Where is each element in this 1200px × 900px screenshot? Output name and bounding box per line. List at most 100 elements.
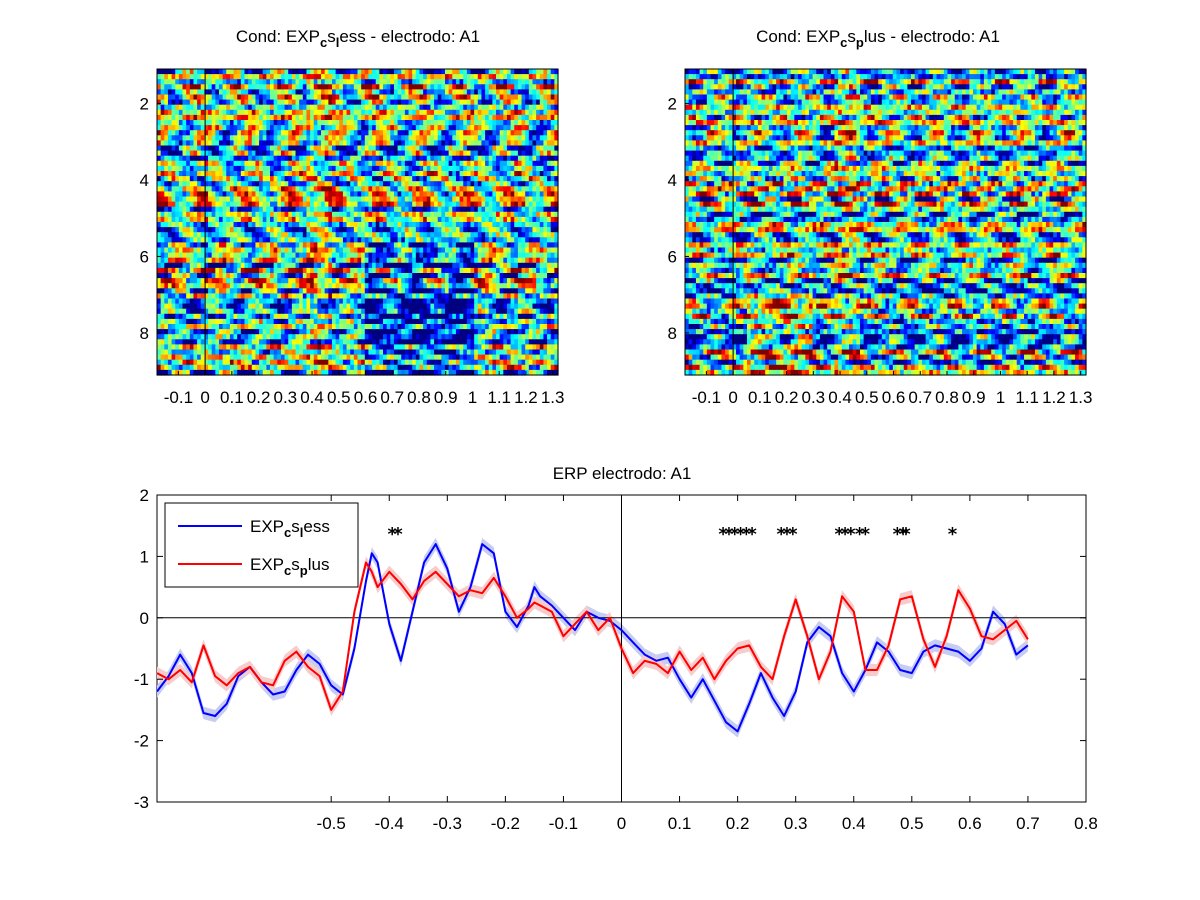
heatmap-cell: [415, 211, 421, 218]
heatmap-cell: [189, 257, 195, 264]
heatmap-cell: [193, 176, 198, 182]
heatmap-cell: [357, 257, 362, 264]
heatmap-cell: [397, 171, 402, 177]
heatmap-cell: [383, 135, 388, 141]
heatmap-cell: [204, 283, 209, 289]
heatmap-cell: [331, 237, 337, 243]
heatmap-cell: [222, 186, 227, 192]
heatmap-cell: [364, 283, 370, 289]
heatmap-cell: [554, 237, 559, 243]
heatmap-cell: [306, 247, 311, 254]
heatmap-cell: [284, 267, 289, 274]
heatmap-cell: [211, 252, 216, 259]
heatmap-cell: [386, 191, 391, 198]
heatmap-cell: [554, 247, 559, 254]
heatmap-cell: [452, 247, 457, 254]
heatmap-cell: [485, 94, 490, 101]
heatmap-cell: [259, 222, 264, 228]
heatmap-cell: [331, 165, 337, 172]
heatmap-cell: [291, 94, 297, 101]
heatmap-cell: [514, 181, 519, 187]
heatmap-cell: [226, 196, 231, 203]
heatmap-cell: [350, 262, 355, 269]
heatmap-cell: [331, 171, 337, 177]
heatmap-cell: [160, 283, 165, 289]
heatmap-cell: [178, 150, 184, 157]
heatmap-cell: [317, 293, 322, 300]
heatmap-cell: [463, 94, 468, 101]
heatmap-cell: [470, 176, 475, 182]
heatmap-cell: [255, 206, 260, 213]
heatmap-cell: [466, 293, 472, 300]
heatmap-cell: [197, 160, 202, 167]
heatmap-cell: [379, 150, 384, 157]
heatmap-cell: [412, 130, 417, 136]
heatmap-cell: [525, 130, 530, 136]
heatmap-cell: [262, 120, 267, 126]
heatmap-cell: [419, 74, 424, 80]
heatmap-cell: [335, 99, 340, 106]
heatmap-cell: [288, 288, 293, 294]
heatmap-cell: [517, 222, 523, 228]
heatmap-cell: [313, 135, 318, 141]
heatmap-cell: [215, 165, 220, 172]
heatmap-cell: [284, 125, 289, 131]
heatmap-cell: [474, 99, 479, 106]
heatmap-cell: [324, 237, 329, 243]
heatmap-cell: [280, 69, 286, 75]
heatmap-cell: [299, 94, 304, 101]
heatmap-cell: [430, 232, 435, 238]
heatmap-cell: [328, 79, 333, 85]
heatmap-cell: [375, 160, 380, 167]
heatmap-cell: [434, 165, 439, 172]
heatmap-cell: [280, 247, 286, 254]
heatmap-cell: [342, 293, 348, 300]
heatmap-cell: [488, 293, 493, 300]
heatmap-cell: [543, 252, 548, 259]
heatmap-cell: [401, 222, 406, 228]
heatmap-cell: [441, 181, 446, 187]
heatmap-cell: [273, 242, 278, 249]
heatmap-cell: [306, 165, 311, 172]
heatmap-cell: [324, 145, 329, 152]
heatmap-cell: [331, 247, 337, 254]
heatmap-cell: [215, 206, 220, 213]
heatmap-cell: [255, 252, 260, 259]
heatmap-cell: [208, 176, 213, 182]
heatmap-cell: [536, 252, 541, 259]
heatmap-cell: [302, 120, 308, 126]
heatmap-cell: [383, 211, 388, 218]
heatmap-cell: [280, 293, 286, 300]
heatmap-cell: [372, 165, 377, 172]
heatmap-cell: [379, 273, 384, 279]
heatmap-cell: [477, 145, 483, 152]
heatmap-cell: [171, 165, 176, 172]
heatmap-cell: [383, 160, 388, 167]
heatmap-cell: [499, 171, 504, 177]
heatmap-cell: [547, 206, 552, 213]
heatmap-cell: [492, 69, 497, 75]
heatmap-cell: [496, 125, 501, 131]
heatmap-cell: [270, 145, 275, 152]
heatmap-cell: [466, 252, 472, 259]
heatmap-cell: [415, 262, 421, 269]
heatmap-cell: [218, 273, 224, 279]
heatmap-cell: [182, 69, 187, 75]
heatmap-cell: [397, 69, 402, 75]
heatmap-cell: [532, 94, 537, 101]
heatmap-cell: [372, 135, 377, 141]
heatmap-cell: [208, 237, 213, 243]
heatmap-cell: [197, 227, 202, 233]
heatmap-cell: [226, 252, 231, 259]
heatmap-cell: [372, 69, 377, 75]
heatmap-cell: [525, 273, 530, 279]
heatmap-cell: [532, 120, 537, 126]
heatmap-cell: [441, 165, 446, 172]
heatmap-cell: [350, 104, 355, 111]
heatmap-cell: [474, 262, 479, 269]
heatmap-cell: [208, 298, 213, 305]
heatmap-cell: [539, 232, 545, 238]
heatmap-cell: [313, 191, 318, 198]
heatmap-cell: [266, 252, 271, 259]
heatmap-cell: [423, 120, 428, 126]
